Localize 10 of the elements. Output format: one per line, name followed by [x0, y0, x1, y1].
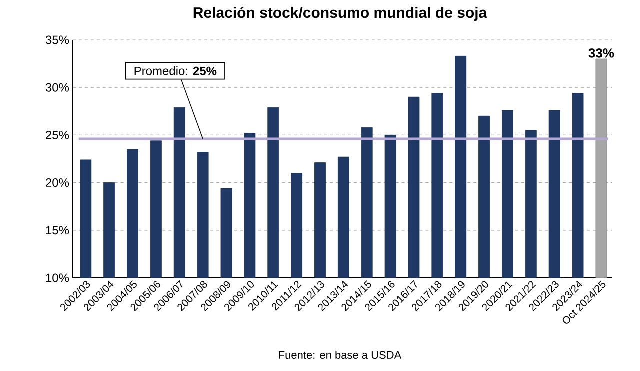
y-tick-label: 20% — [46, 178, 70, 188]
y-tick-label: 25% — [46, 130, 70, 140]
y-tick-label: 30% — [46, 83, 70, 92]
y-tick-label: 35% — [46, 36, 70, 44]
data-label: 33% — [588, 48, 614, 58]
source-note: Fuente: en base a USDA — [279, 350, 402, 360]
chart-title: Relación stock/consumo mundial de soja — [194, 6, 488, 22]
y-tick-label: 10% — [46, 274, 70, 282]
ref-line-label: Promedio: 25% — [134, 66, 217, 76]
y-tick-label: 15% — [46, 226, 70, 235]
